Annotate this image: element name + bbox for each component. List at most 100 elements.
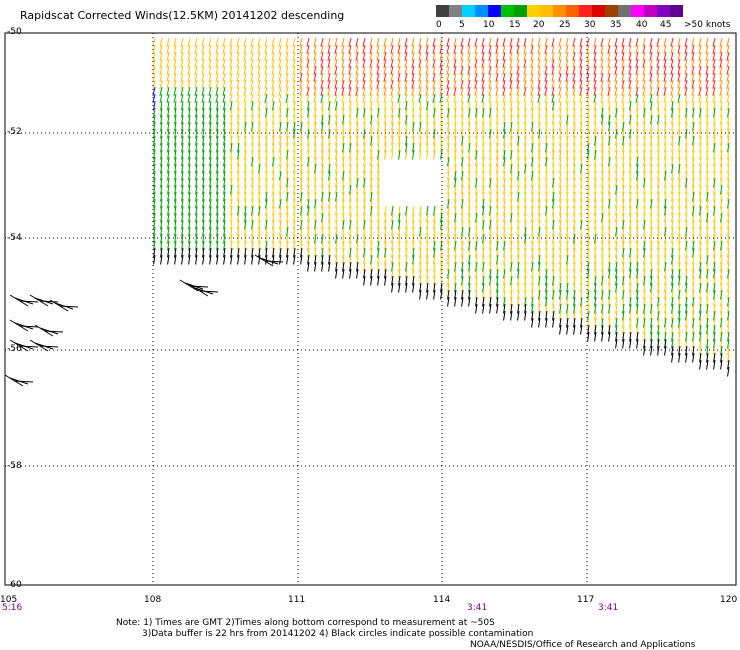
wind-barb	[167, 177, 170, 188]
wind-barb	[433, 212, 436, 223]
wind-barb	[272, 226, 275, 237]
wind-barb	[727, 233, 730, 244]
wind-barb	[657, 317, 660, 328]
wind-barb	[216, 149, 219, 160]
wind-barb	[279, 184, 282, 195]
wind-barb	[398, 205, 401, 216]
wind-barb	[264, 93, 268, 104]
wind-barb	[537, 72, 541, 83]
wind-barb	[517, 170, 520, 181]
wind-barb	[607, 79, 611, 90]
wind-barb	[600, 65, 604, 76]
wind-barb	[398, 114, 401, 125]
wind-barb	[545, 247, 548, 258]
wind-barb	[538, 114, 541, 125]
wind-barb	[713, 359, 716, 370]
wind-barb	[328, 184, 331, 195]
wind-barb	[244, 163, 247, 174]
wind-barb	[390, 72, 394, 83]
wind-barb	[201, 86, 205, 97]
wind-barb	[699, 324, 702, 335]
wind-barb	[229, 93, 233, 104]
wind-barb	[496, 156, 499, 167]
wind-barb	[397, 72, 401, 83]
wind-barb	[531, 156, 534, 167]
wind-barb	[664, 310, 667, 321]
wind-barb	[446, 58, 450, 69]
wind-barb	[664, 296, 667, 307]
wind-barb	[307, 233, 310, 244]
wind-barb	[684, 44, 688, 55]
wind-barb	[587, 135, 590, 146]
wind-barb	[580, 310, 583, 321]
wind-barb	[517, 135, 520, 146]
wind-barb	[699, 184, 702, 195]
wind-barb	[670, 79, 674, 90]
wind-barb	[671, 135, 674, 146]
wind-barb	[180, 93, 184, 104]
wind-barb	[272, 128, 275, 139]
wind-barb	[565, 93, 569, 104]
wind-barb	[209, 163, 212, 174]
note-line-1: Note: 1) Times are GMT 2)Times along bot…	[116, 618, 495, 628]
wind-barb	[678, 254, 681, 265]
wind-barb	[286, 191, 289, 202]
wind-barb	[167, 135, 170, 146]
wind-barb	[671, 191, 674, 202]
wind-barb	[650, 142, 653, 153]
wind-barb	[327, 72, 331, 83]
wind-barb	[573, 275, 576, 286]
wind-barb	[446, 65, 450, 76]
wind-barb	[523, 44, 527, 55]
wind-barb	[664, 142, 667, 153]
wind-barb	[692, 142, 695, 153]
wind-barb	[195, 233, 198, 244]
wind-barb	[153, 205, 156, 216]
wind-barb	[489, 296, 492, 307]
wind-barb	[216, 142, 219, 153]
wind-barb	[608, 233, 611, 244]
wind-barb	[307, 205, 310, 216]
wind-barb	[524, 135, 527, 146]
wind-barb	[671, 296, 674, 307]
wind-barb	[202, 149, 205, 160]
wind-barb	[244, 198, 247, 209]
wind-barb	[516, 65, 520, 76]
wind-barb	[335, 128, 338, 139]
wind-barb	[412, 128, 415, 139]
wind-barb	[349, 107, 352, 118]
wind-barb	[286, 163, 289, 174]
wind-barb	[496, 275, 499, 286]
wind-barb	[706, 331, 709, 342]
wind-barb	[313, 44, 317, 55]
wind-barb	[601, 163, 604, 174]
wind-barb	[635, 37, 639, 48]
wind-barb	[691, 72, 695, 83]
wind-barb	[209, 233, 212, 244]
wind-barb	[278, 93, 282, 104]
wind-barb	[258, 219, 261, 230]
wind-barb	[509, 65, 513, 76]
wind-barb	[622, 289, 625, 300]
wind-barb	[216, 100, 219, 111]
wind-barb	[230, 212, 233, 223]
wind-barb	[482, 212, 485, 223]
legend-swatch	[553, 5, 566, 17]
wind-barb	[558, 37, 562, 48]
wind-barb	[642, 58, 646, 69]
wind-barb	[713, 114, 716, 125]
wind-barb	[314, 121, 317, 132]
wind-barb	[601, 247, 604, 258]
wind-barb	[236, 37, 240, 48]
wind-barb	[475, 128, 478, 139]
wind-barb	[188, 135, 191, 146]
wind-barb	[236, 58, 240, 69]
wind-barb	[713, 184, 716, 195]
wind-barb	[566, 184, 569, 195]
wind-barb	[419, 219, 422, 230]
wind-barb	[580, 261, 583, 272]
wind-barb	[558, 51, 562, 62]
wind-barb	[601, 226, 604, 237]
wind-barb	[685, 254, 688, 265]
wind-barb	[181, 100, 184, 111]
